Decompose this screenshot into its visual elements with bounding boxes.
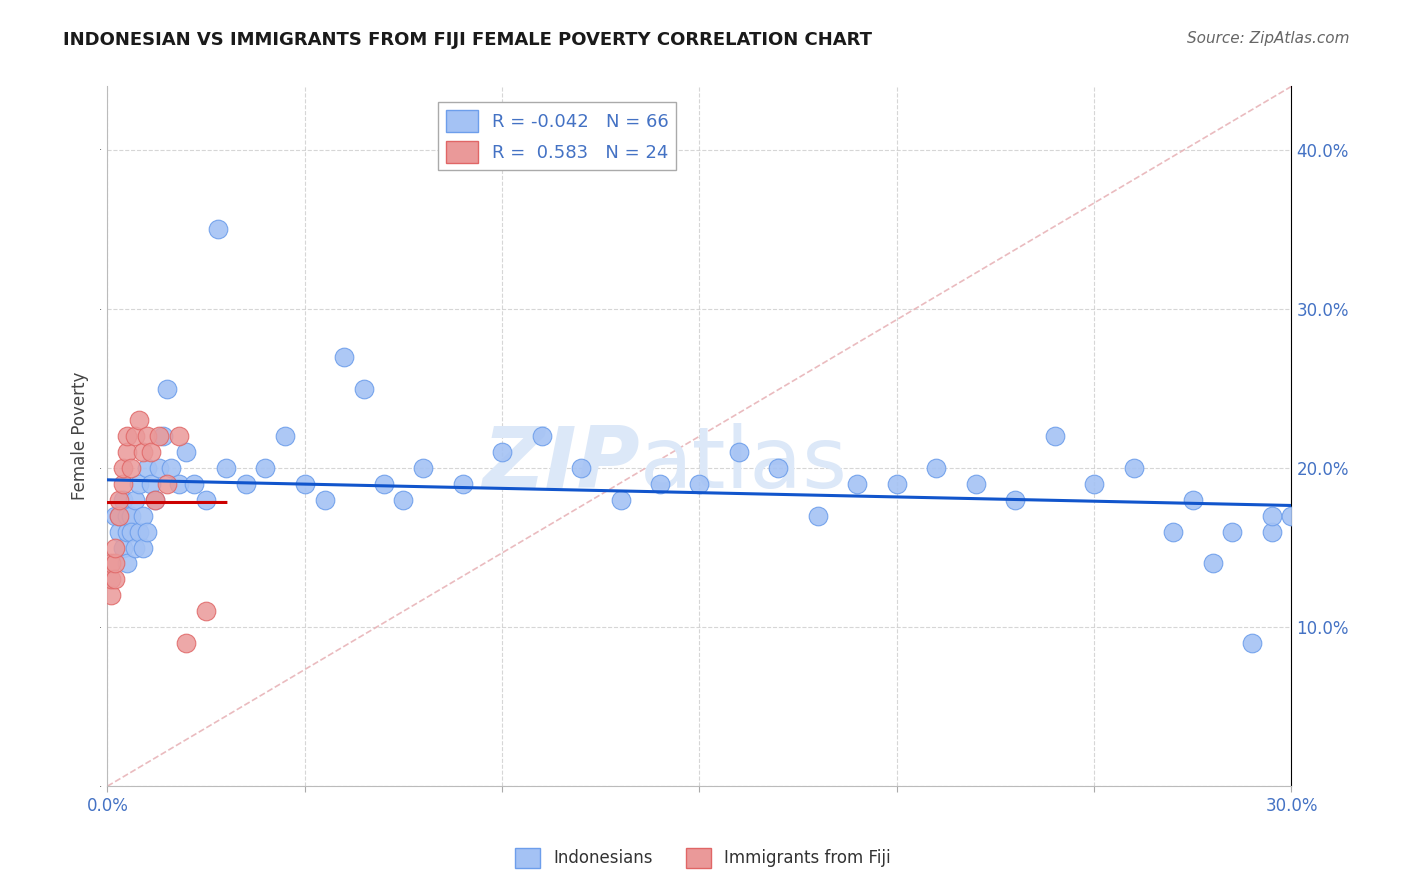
Point: [728, 445, 751, 459]
Text: ZIP: ZIP: [482, 423, 640, 506]
Point: [115, 429, 138, 443]
Point: [1220, 524, 1243, 539]
Point: [112, 477, 135, 491]
Point: [373, 477, 395, 491]
Point: [104, 557, 127, 571]
Point: [195, 604, 218, 618]
Point: [115, 445, 138, 459]
Point: [124, 541, 146, 555]
Point: [195, 492, 218, 507]
Point: [152, 429, 174, 443]
Point: [128, 413, 150, 427]
Point: [1260, 508, 1282, 523]
Point: [100, 588, 122, 602]
Point: [314, 492, 336, 507]
Point: [688, 477, 710, 491]
Point: [115, 524, 138, 539]
Text: atlas: atlas: [640, 423, 848, 506]
Point: [965, 477, 987, 491]
Point: [108, 508, 131, 523]
Point: [139, 445, 162, 459]
Point: [115, 508, 138, 523]
Point: [176, 445, 198, 459]
Point: [807, 508, 830, 523]
Point: [167, 429, 190, 443]
Point: [207, 222, 229, 236]
Point: [104, 508, 127, 523]
Point: [100, 573, 122, 587]
Point: [132, 508, 155, 523]
Point: [112, 492, 135, 507]
Point: [1043, 429, 1066, 443]
Point: [148, 461, 170, 475]
Point: [100, 557, 122, 571]
Point: [451, 477, 474, 491]
Point: [148, 429, 170, 443]
Point: [333, 350, 356, 364]
Point: [846, 477, 869, 491]
Point: [609, 492, 631, 507]
Point: [215, 461, 238, 475]
Point: [412, 461, 434, 475]
Point: [124, 492, 146, 507]
Point: [120, 524, 142, 539]
Point: [156, 382, 179, 396]
Point: [104, 541, 127, 555]
Legend: Indonesians, Immigrants from Fiji: Indonesians, Immigrants from Fiji: [509, 841, 897, 875]
Point: [235, 477, 257, 491]
Point: [108, 508, 131, 523]
Y-axis label: Female Poverty: Female Poverty: [72, 372, 89, 500]
Point: [136, 429, 159, 443]
Point: [132, 445, 155, 459]
Point: [136, 524, 159, 539]
Point: [139, 477, 162, 491]
Point: [1260, 524, 1282, 539]
Point: [183, 477, 205, 491]
Point: [104, 573, 127, 587]
Point: [1161, 524, 1184, 539]
Point: [274, 429, 297, 443]
Point: [112, 461, 135, 475]
Point: [392, 492, 415, 507]
Point: [132, 541, 155, 555]
Point: [159, 461, 181, 475]
Point: [128, 524, 150, 539]
Point: [886, 477, 908, 491]
Point: [530, 429, 553, 443]
Point: [1281, 508, 1303, 523]
Point: [491, 445, 513, 459]
Point: [108, 524, 131, 539]
Point: [1122, 461, 1144, 475]
Point: [254, 461, 277, 475]
Point: [108, 492, 131, 507]
Point: [1181, 492, 1204, 507]
Point: [925, 461, 948, 475]
Point: [156, 477, 179, 491]
Point: [768, 461, 790, 475]
Point: [1004, 492, 1026, 507]
Point: [136, 461, 159, 475]
Point: [569, 461, 592, 475]
Point: [294, 477, 316, 491]
Point: [143, 492, 166, 507]
Point: [353, 382, 375, 396]
Point: [1240, 636, 1263, 650]
Point: [176, 636, 198, 650]
Text: Source: ZipAtlas.com: Source: ZipAtlas.com: [1187, 31, 1350, 46]
Point: [120, 461, 142, 475]
Point: [167, 477, 190, 491]
Point: [124, 429, 146, 443]
Text: INDONESIAN VS IMMIGRANTS FROM FIJI FEMALE POVERTY CORRELATION CHART: INDONESIAN VS IMMIGRANTS FROM FIJI FEMAL…: [63, 31, 872, 49]
Point: [115, 557, 138, 571]
Legend: R = -0.042   N = 66, R =  0.583   N = 24: R = -0.042 N = 66, R = 0.583 N = 24: [439, 103, 676, 169]
Point: [1201, 557, 1223, 571]
Point: [112, 541, 135, 555]
Point: [128, 477, 150, 491]
Point: [143, 492, 166, 507]
Point: [648, 477, 671, 491]
Point: [1083, 477, 1105, 491]
Point: [120, 508, 142, 523]
